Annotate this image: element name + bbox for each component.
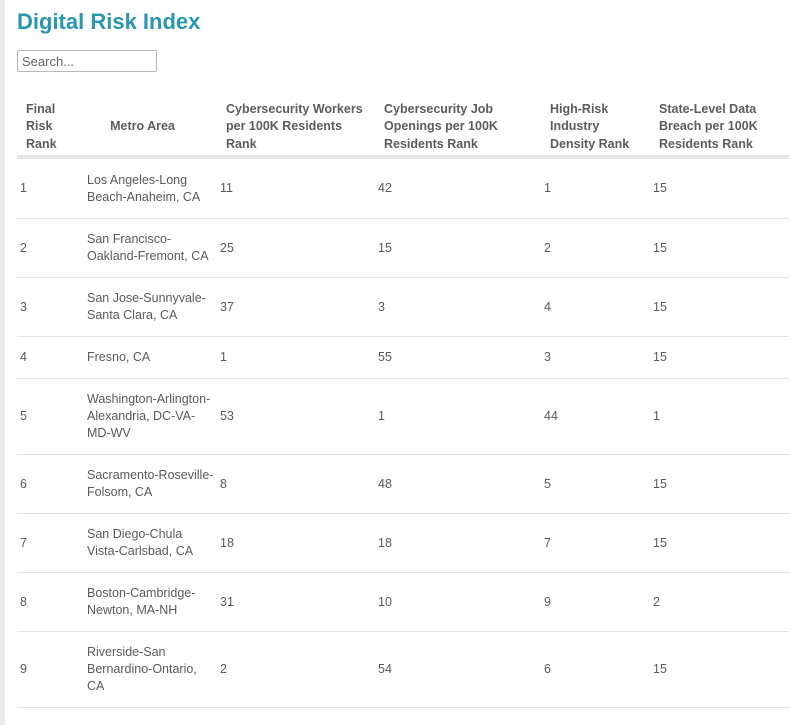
cell-metro-area: Washington-Arlington-Alexandria, DC-VA-M… xyxy=(80,378,217,455)
cell-industry-density-rank: 9 xyxy=(541,572,650,632)
column-header-data-breach-rank[interactable]: State-Level Data Breach per 100K Residen… xyxy=(650,99,789,159)
column-header-job-openings-rank[interactable]: Cybersecurity Job Openings per 100K Resi… xyxy=(375,99,541,159)
cell-metro-area: Los Angeles-Long Beach-Anaheim, CA xyxy=(80,157,217,219)
cell-job-openings-rank: 1 xyxy=(375,378,541,455)
cell-metro-area: Fresno, CA xyxy=(80,336,217,379)
cell-rank: 2 xyxy=(17,218,80,278)
cell-rank: 4 xyxy=(17,336,80,379)
cell-industry-density-rank: 3 xyxy=(541,336,650,379)
cell-workers-rank: 2 xyxy=(217,631,375,708)
cell-workers-rank: 18 xyxy=(217,513,375,573)
cell-rank: 5 xyxy=(17,378,80,455)
table-row: 1 Los Angeles-Long Beach-Anaheim, CA 11 … xyxy=(17,157,789,219)
header-row: Final Risk Rank Metro Area Cybersecurity… xyxy=(17,99,789,159)
cell-industry-density-rank: 44 xyxy=(541,378,650,455)
cell-data-breach-rank: 1 xyxy=(650,378,789,455)
cell-workers-rank: 37 xyxy=(217,277,375,337)
cell-data-breach-rank: 15 xyxy=(650,277,789,337)
table-row: 3 San Jose-Sunnyvale-Santa Clara, CA 37 … xyxy=(17,277,789,337)
cell-rank: 3 xyxy=(17,277,80,337)
left-border xyxy=(0,0,5,725)
page-title: Digital Risk Index xyxy=(17,9,201,34)
cell-workers-rank: 11 xyxy=(217,157,375,219)
table-row: 9 Riverside-San Bernardino-Ontario, CA 2… xyxy=(17,631,789,708)
cell-metro-area: Sacramento-Roseville-Folsom, CA xyxy=(80,454,217,514)
cell-industry-density-rank: 7 xyxy=(541,513,650,573)
cell-metro-area: San Diego-Chula Vista-Carlsbad, CA xyxy=(80,513,217,573)
cell-job-openings-rank: 54 xyxy=(375,631,541,708)
cell-data-breach-rank: 15 xyxy=(650,218,789,278)
cell-industry-density-rank: 4 xyxy=(541,277,650,337)
cell-job-openings-rank: 18 xyxy=(375,513,541,573)
cell-metro-area: San Francisco-Oakland-Fremont, CA xyxy=(80,218,217,278)
cell-job-openings-rank: 10 xyxy=(375,572,541,632)
table-row: 8 Boston-Cambridge-Newton, MA-NH 31 10 9… xyxy=(17,572,789,632)
cell-rank: 9 xyxy=(17,631,80,708)
cell-data-breach-rank: 15 xyxy=(650,513,789,573)
cell-rank: 7 xyxy=(17,513,80,573)
cell-job-openings-rank: 55 xyxy=(375,336,541,379)
cell-data-breach-rank: 2 xyxy=(650,572,789,632)
cell-industry-density-rank: 2 xyxy=(541,218,650,278)
cell-industry-density-rank: 5 xyxy=(541,454,650,514)
cell-rank: 8 xyxy=(17,572,80,632)
cell-job-openings-rank: 42 xyxy=(375,157,541,219)
cell-rank: 6 xyxy=(17,454,80,514)
cell-workers-rank: 31 xyxy=(217,572,375,632)
cell-industry-density-rank: 1 xyxy=(541,157,650,219)
cell-data-breach-rank: 15 xyxy=(650,336,789,379)
cell-job-openings-rank: 48 xyxy=(375,454,541,514)
table-row: 7 San Diego-Chula Vista-Carlsbad, CA 18 … xyxy=(17,513,789,573)
cell-rank: 1 xyxy=(17,157,80,219)
cell-job-openings-rank: 15 xyxy=(375,218,541,278)
cell-metro-area: San Jose-Sunnyvale-Santa Clara, CA xyxy=(80,277,217,337)
column-header-final-risk-rank[interactable]: Final Risk Rank xyxy=(17,99,80,159)
column-header-workers-rank[interactable]: Cybersecurity Workers per 100K Residents… xyxy=(217,99,375,159)
column-header-metro-area[interactable]: Metro Area xyxy=(80,99,217,159)
cell-industry-density-rank: 6 xyxy=(541,631,650,708)
cell-workers-rank: 25 xyxy=(217,218,375,278)
cell-data-breach-rank: 15 xyxy=(650,631,789,708)
search-input[interactable] xyxy=(17,50,157,72)
table-row: 2 San Francisco-Oakland-Fremont, CA 25 1… xyxy=(17,218,789,278)
cell-job-openings-rank: 3 xyxy=(375,277,541,337)
cell-metro-area: Boston-Cambridge-Newton, MA-NH xyxy=(80,572,217,632)
table-row: 4 Fresno, CA 1 55 3 15 xyxy=(17,336,789,379)
risk-table: Final Risk Rank Metro Area Cybersecurity… xyxy=(17,99,789,708)
risk-table-container: Final Risk Rank Metro Area Cybersecurity… xyxy=(17,99,789,708)
cell-workers-rank: 1 xyxy=(217,336,375,379)
cell-metro-area: Riverside-San Bernardino-Ontario, CA xyxy=(80,631,217,708)
column-header-industry-density-rank[interactable]: High-Risk Industry Density Rank xyxy=(541,99,650,159)
table-row: 6 Sacramento-Roseville-Folsom, CA 8 48 5… xyxy=(17,454,789,514)
cell-data-breach-rank: 15 xyxy=(650,157,789,219)
cell-data-breach-rank: 15 xyxy=(650,454,789,514)
cell-workers-rank: 8 xyxy=(217,454,375,514)
table-row: 5 Washington-Arlington-Alexandria, DC-VA… xyxy=(17,378,789,455)
cell-workers-rank: 53 xyxy=(217,378,375,455)
